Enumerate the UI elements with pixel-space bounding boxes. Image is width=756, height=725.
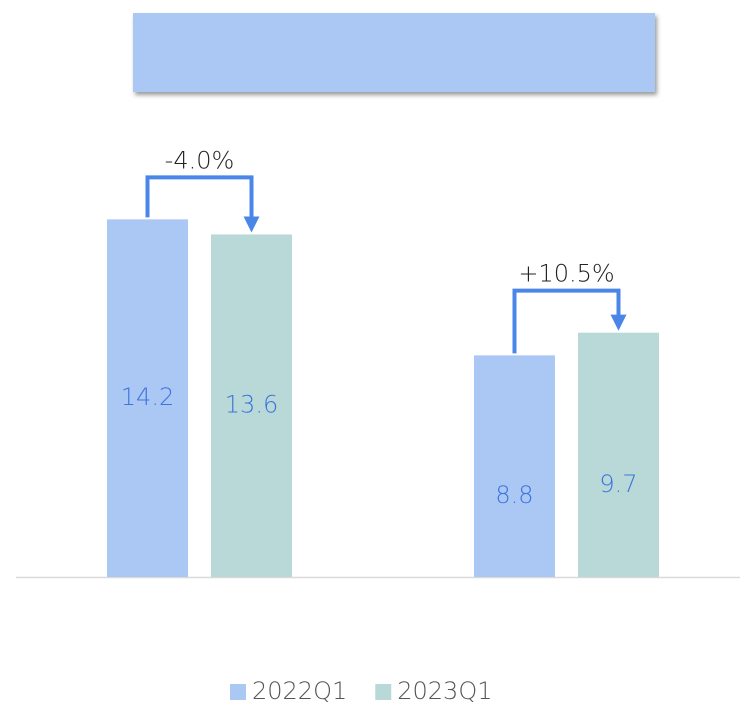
bar (474, 355, 555, 577)
legend-label: 2023Q1 (397, 677, 492, 705)
legend-label: 2022Q1 (252, 677, 347, 705)
bar (211, 234, 292, 577)
change-label: -4.0% (165, 146, 235, 174)
data-label: 9.7 (599, 470, 637, 498)
legend-swatch (230, 684, 246, 700)
title-box (133, 13, 655, 92)
legend-swatch (375, 684, 392, 700)
change-arrow (145, 175, 260, 233)
bar (578, 332, 659, 577)
change-label: +10.5% (518, 260, 614, 288)
data-label: 13.6 (225, 391, 278, 419)
data-label: 8.8 (495, 481, 533, 509)
change-arrow (512, 288, 627, 354)
data-label: 14.2 (121, 383, 174, 411)
bar (107, 219, 188, 577)
